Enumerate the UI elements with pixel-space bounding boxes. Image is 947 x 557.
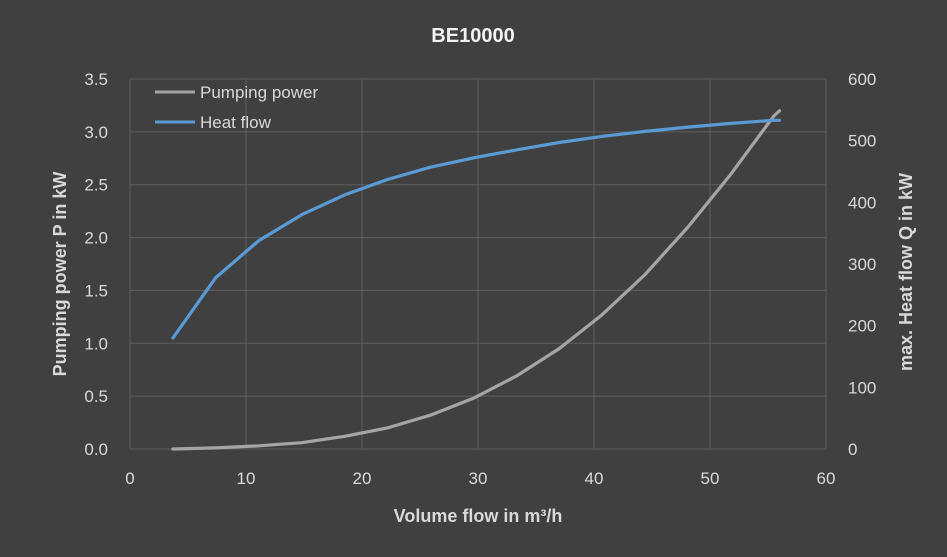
y-tick-label: 2.5 xyxy=(84,176,108,195)
y-tick-label: 3.0 xyxy=(84,123,108,142)
series-lines xyxy=(171,109,782,451)
y2-tick-label: 300 xyxy=(848,255,876,274)
x-tick-label: 30 xyxy=(469,469,488,488)
y2-tick-label: 500 xyxy=(848,132,876,151)
legend-label-pumping-power: Pumping power xyxy=(200,83,318,102)
y-tick-label: 2.0 xyxy=(84,229,108,248)
chart-title: BE10000 xyxy=(431,25,514,47)
y-tick-label: 1.0 xyxy=(84,334,108,353)
x-axis-title: Volume flow in m³/h xyxy=(394,506,563,526)
x-tick-label: 40 xyxy=(585,469,604,488)
y-tick-label: 1.5 xyxy=(84,281,108,300)
y2-tick-label: 400 xyxy=(848,193,876,212)
x-tick-label: 0 xyxy=(125,469,134,488)
x-tick-label: 60 xyxy=(817,469,836,488)
series-line-heat-flow xyxy=(171,118,782,340)
y-tick-label: 0.5 xyxy=(84,387,108,406)
y2-tick-label: 600 xyxy=(848,70,876,89)
x-tick-label: 20 xyxy=(353,469,372,488)
tick-labels: 0.00.51.01.52.02.53.03.50 10 20 30 40 50 60010… xyxy=(84,70,876,488)
series-line-pumping-power xyxy=(171,109,782,451)
y-tick-label: 3.5 xyxy=(84,70,108,89)
y2-tick-label: 100 xyxy=(848,378,876,397)
legend-label-heat-flow: Heat flow xyxy=(200,113,272,132)
legend: Pumping power Heat flow xyxy=(155,83,318,132)
x-tick-label: 50 xyxy=(701,469,720,488)
y-tick-label: 0.0 xyxy=(84,440,108,459)
y2-axis-title: max. Heat flow Q in kW xyxy=(896,173,916,371)
x-tick-label: 10 xyxy=(237,469,256,488)
y2-tick-label: 0 xyxy=(848,440,857,459)
y2-tick-label: 200 xyxy=(848,317,876,336)
y-axis-title: Pumping power P in kW xyxy=(50,172,70,377)
